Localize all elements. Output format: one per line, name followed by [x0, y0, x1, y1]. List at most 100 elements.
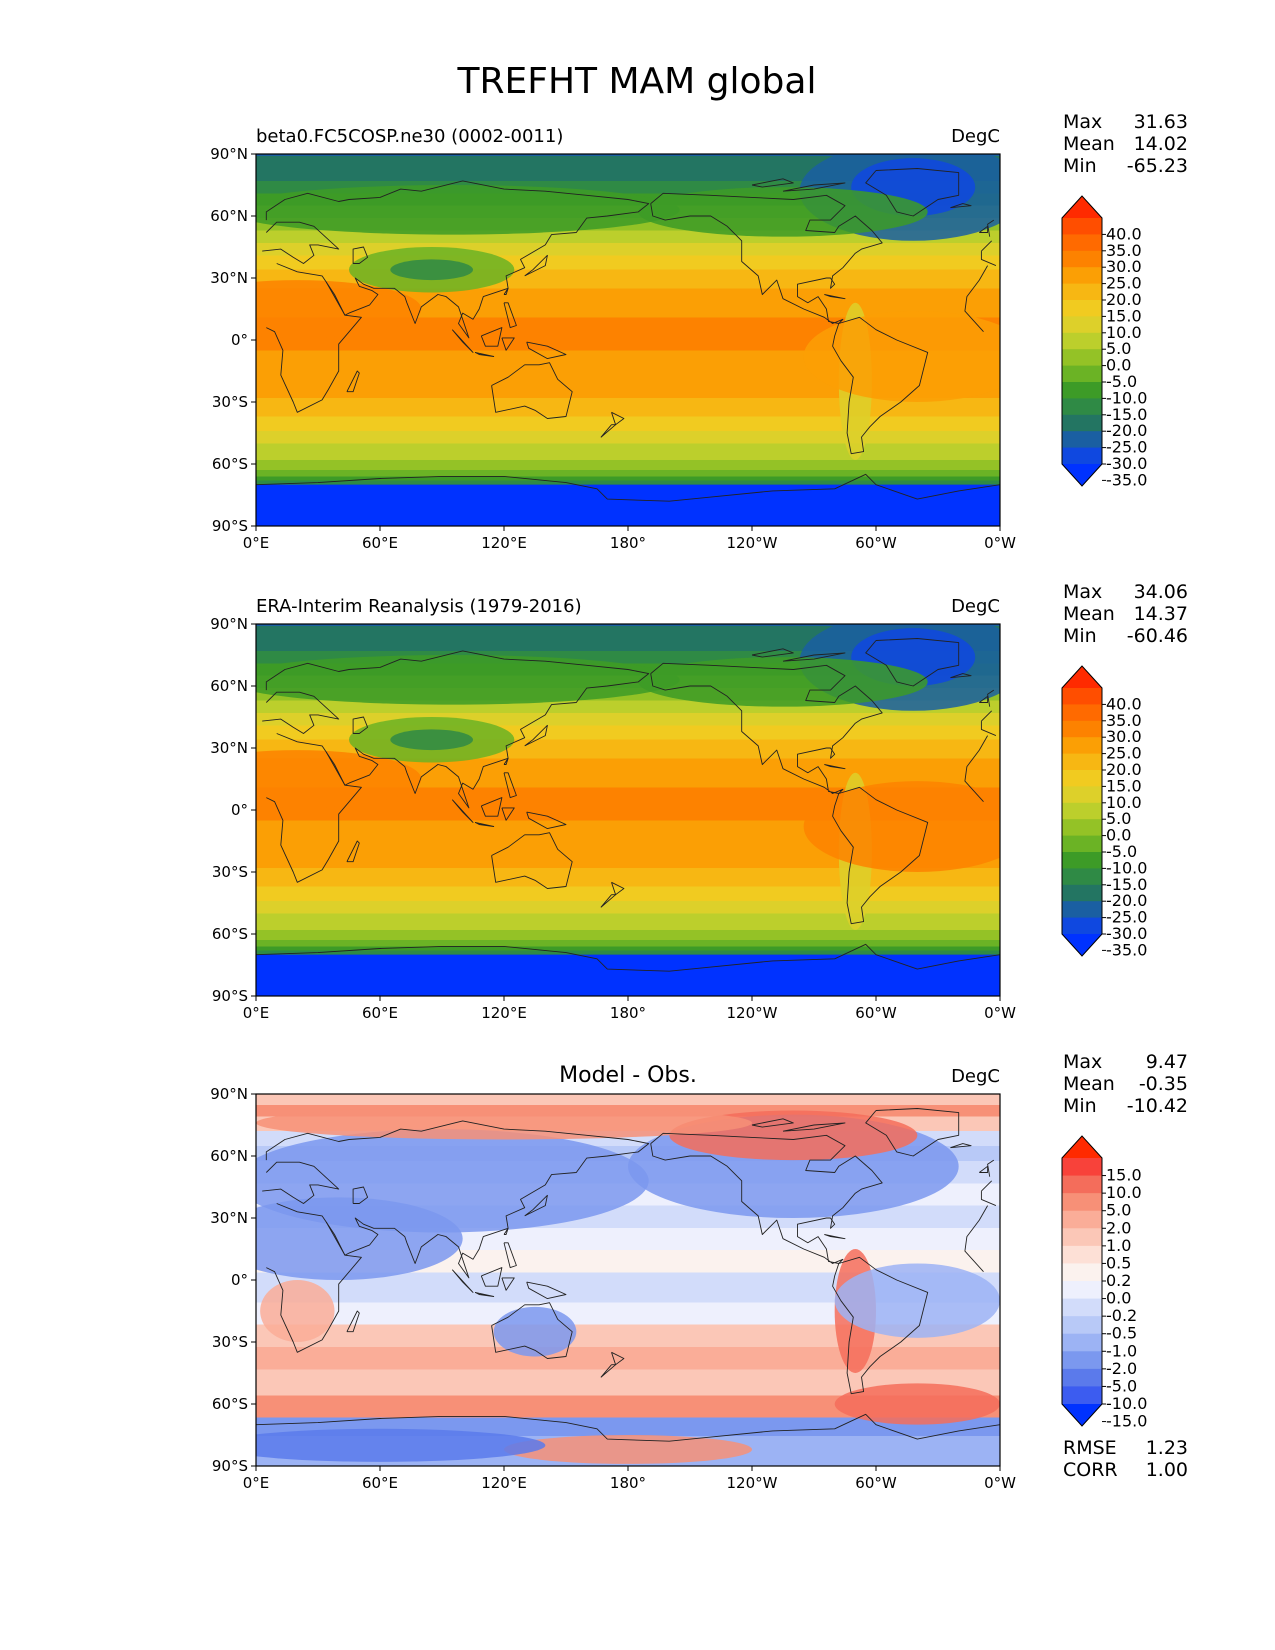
x-tick-label: 60°E — [362, 1474, 398, 1492]
coastline — [501, 337, 515, 351]
stat-value: 14.37 — [1134, 603, 1188, 625]
colorbar-swatch — [1062, 819, 1102, 837]
coastline — [650, 662, 883, 794]
colorbar-swatch — [1062, 1228, 1102, 1247]
colorbar-label: -25.0 — [1106, 908, 1147, 927]
coastline — [611, 1351, 625, 1366]
units-label: DegC — [951, 126, 1000, 147]
coastline — [950, 203, 972, 209]
y-tick-label: 0° — [231, 331, 248, 349]
colorbar-swatch — [1062, 300, 1102, 317]
x-tick-label: 0°W — [984, 1004, 1016, 1022]
colorbar-swatch — [1062, 786, 1102, 804]
colorbar-swatch — [1062, 917, 1102, 935]
colorbar-label: 2.0 — [1106, 1218, 1131, 1237]
units-label: DegC — [951, 596, 1000, 617]
colorbar-label: -5.0 — [1106, 372, 1137, 391]
colorbar-extend-min — [1062, 934, 1102, 956]
colorbar-swatch — [1062, 1281, 1102, 1300]
colorbar-swatch — [1062, 852, 1102, 869]
colorbar-label: 30.0 — [1106, 727, 1142, 746]
colorbar-label: 10.0 — [1106, 323, 1142, 342]
field-region — [256, 1428, 546, 1462]
colorbar-label: -20.0 — [1106, 891, 1147, 910]
coastline — [526, 341, 567, 360]
colorbar-swatch — [1062, 901, 1102, 919]
colorbar-label: -5.0 — [1106, 1376, 1137, 1395]
colorbar-label: -30.0 — [1106, 924, 1147, 943]
colorbar-swatch — [1062, 835, 1102, 853]
x-tick-label: 0°E — [243, 534, 270, 552]
coastline — [256, 1413, 1000, 1442]
colorbar-label: -0.2 — [1106, 1306, 1137, 1325]
coastline — [824, 1234, 846, 1240]
colorbar-label: 35.0 — [1106, 711, 1142, 730]
coastline — [265, 180, 650, 339]
x-tick-label: 180° — [610, 1004, 646, 1022]
colorbar-label: -10.0 — [1106, 388, 1147, 407]
coastline — [266, 263, 988, 413]
colorbar-swatch — [1062, 447, 1102, 465]
colorbar-label: 5.0 — [1106, 339, 1131, 358]
coastline — [611, 881, 625, 896]
stat-label: Max — [1063, 581, 1102, 603]
coastline — [503, 772, 517, 799]
colorbar-extend-min — [1062, 1404, 1102, 1426]
y-tick-label: 90°N — [210, 145, 248, 163]
coastline — [950, 673, 972, 679]
colorbar-label: -5.0 — [1106, 842, 1137, 861]
colorbar-swatch — [1062, 868, 1102, 886]
coastline — [526, 811, 567, 830]
y-tick-label: 60°N — [210, 207, 248, 225]
colorbar-label: 5.0 — [1106, 809, 1131, 828]
coastline — [491, 832, 573, 889]
colorbar-swatch — [1062, 431, 1102, 449]
y-tick-label: 90°N — [210, 1085, 248, 1103]
y-tick-label: 90°S — [212, 987, 248, 1005]
colorbar-swatch — [1062, 316, 1102, 334]
colorbar-extend-min — [1062, 464, 1102, 486]
x-tick-label: 120°E — [481, 1474, 527, 1492]
coastline — [266, 733, 988, 883]
colorbar-label: -20.0 — [1106, 421, 1147, 440]
colorbar-label: 20.0 — [1106, 760, 1142, 779]
coastline — [832, 316, 929, 455]
coastline — [524, 724, 548, 747]
coastline — [824, 764, 846, 770]
coastline — [524, 1194, 548, 1217]
x-tick-label: 180° — [610, 1474, 646, 1492]
coastline — [979, 695, 989, 703]
field-region — [256, 954, 1000, 996]
colorbar-label: -0.5 — [1106, 1324, 1137, 1343]
colorbar-swatch — [1062, 1210, 1102, 1229]
colorbar-label: 5.0 — [1106, 1201, 1131, 1220]
x-tick-label: 0°E — [243, 1004, 270, 1022]
coastline — [352, 1186, 369, 1204]
panel-reference: ERA-Interim Reanalysis (1979-2016) DegC 90… — [210, 581, 1188, 1022]
coastline — [503, 302, 517, 329]
footer-stat-label: RMSE — [1063, 1437, 1117, 1459]
colorbar-swatch — [1062, 1245, 1102, 1264]
coastline — [266, 1203, 988, 1353]
colorbar-swatch — [1062, 382, 1102, 399]
field-region — [803, 781, 1000, 872]
colorbar-swatch — [1062, 1386, 1102, 1405]
coastline — [474, 1291, 495, 1297]
colorbar-label: -10.0 — [1106, 1394, 1147, 1413]
colorbar-extend-max — [1062, 196, 1102, 218]
y-tick-label: 30°N — [210, 739, 248, 757]
stat-value: -10.42 — [1127, 1095, 1188, 1117]
colorbar: 40.035.030.025.020.015.010.05.00.0-5.0-1… — [1061, 195, 1147, 489]
stat-label: Max — [1063, 111, 1102, 133]
stat-value: -0.35 — [1139, 1073, 1188, 1095]
field-region — [834, 1383, 1000, 1425]
colorbar-label: 0.2 — [1106, 1271, 1131, 1290]
stat-label: Min — [1063, 625, 1097, 647]
coastline — [491, 362, 573, 419]
coastline — [352, 246, 369, 264]
map-field — [256, 624, 1000, 996]
coastline — [526, 1281, 567, 1300]
colorbar-label: -15.0 — [1106, 1412, 1147, 1431]
y-tick-label: 90°S — [212, 1457, 248, 1475]
